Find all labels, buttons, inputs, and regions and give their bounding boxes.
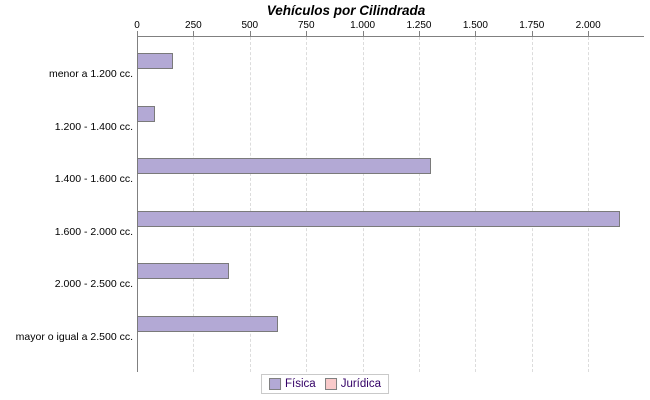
x-tick-label: 750: [297, 20, 315, 31]
legend-item-juridica: Jurídica: [324, 378, 381, 390]
legend-label: Jurídica: [340, 378, 381, 390]
bar-fisica: [137, 263, 229, 279]
legend-swatch-icon: [269, 378, 282, 390]
category-label: 1.400 - 1.600 cc.: [54, 173, 133, 185]
x-tick-mark: [193, 31, 195, 36]
gridline: [588, 37, 590, 372]
category-label: 1.600 - 2.000 cc.: [54, 226, 133, 238]
category-label: mayor o igual a 2.500 cc.: [15, 331, 133, 343]
x-tick-label: 500: [241, 20, 259, 31]
bar-fisica: [137, 53, 173, 69]
x-tick-label: 1.500: [462, 20, 488, 31]
x-tick-label: 2.000: [575, 20, 601, 31]
x-tick-mark: [418, 31, 420, 36]
x-tick-label: 250: [185, 20, 202, 31]
gridline: [249, 37, 251, 372]
legend-swatch-icon: [324, 378, 337, 390]
legend-label: Física: [285, 378, 316, 390]
category-label: 2.000 - 2.500 cc.: [54, 278, 133, 290]
x-tick-mark: [588, 31, 590, 36]
bar-fisica: [137, 158, 431, 174]
legend-item-fisica: Física: [269, 378, 316, 390]
x-tick-mark: [475, 31, 477, 36]
chart-title: Vehículos por Cilindrada: [266, 3, 426, 18]
x-axis-line: [137, 36, 644, 37]
y-axis-line: [137, 36, 138, 372]
x-tick-label: 1.750: [519, 20, 545, 31]
x-tick-mark: [137, 31, 138, 36]
x-tick-mark: [531, 31, 533, 36]
gridline: [418, 37, 420, 372]
category-label: menor a 1.200 cc.: [48, 68, 133, 80]
category-label: 1.200 - 1.400 cc.: [54, 121, 133, 133]
x-tick-label: 1.250: [406, 20, 432, 31]
bar-fisica: [137, 211, 620, 227]
x-tick-mark: [362, 31, 364, 36]
x-tick-label: 1.000: [350, 20, 376, 31]
bar-fisica: [137, 316, 278, 332]
bar-fisica: [137, 106, 155, 122]
x-tick-label: 0: [134, 20, 140, 31]
x-tick-mark: [306, 31, 308, 36]
gridline: [475, 37, 477, 372]
gridline: [193, 37, 195, 372]
gridline: [531, 37, 533, 372]
gridline: [362, 37, 364, 372]
legend: Física Jurídica: [261, 374, 389, 394]
gridline: [306, 37, 308, 372]
x-tick-mark: [249, 31, 251, 36]
